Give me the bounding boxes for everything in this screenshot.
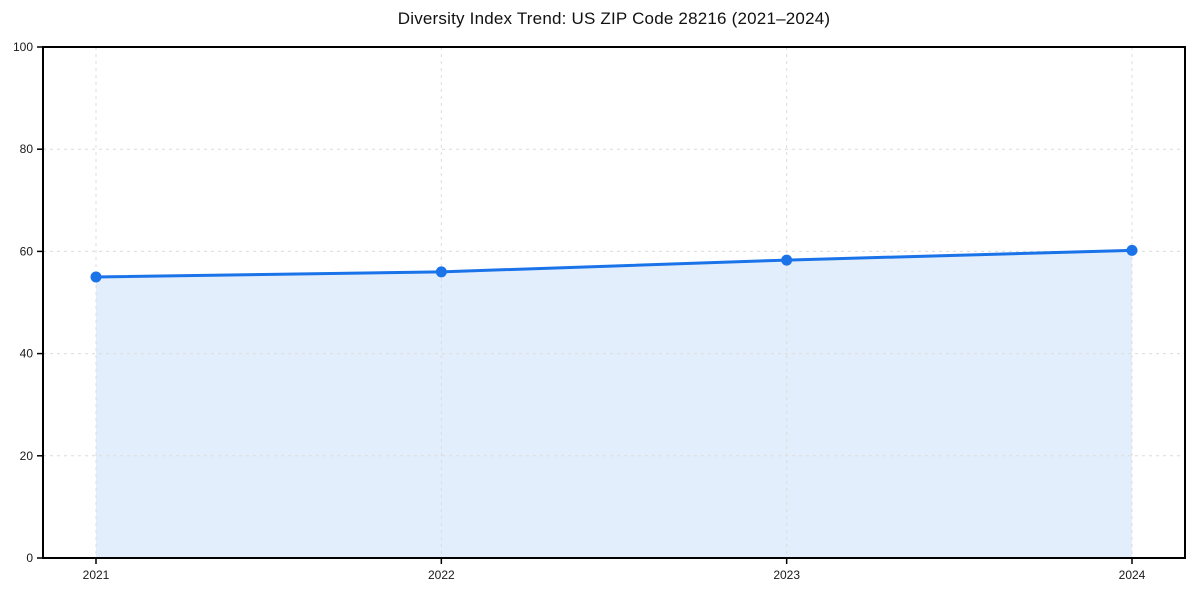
y-tick-label: 0 xyxy=(26,551,33,565)
x-tick-label: 2022 xyxy=(428,568,455,582)
y-tick-label: 20 xyxy=(20,449,34,463)
trend-line xyxy=(94,248,1134,279)
y-tick-label: 40 xyxy=(20,347,34,361)
data-point-marker xyxy=(1126,244,1138,256)
data-point-marker xyxy=(90,271,102,283)
x-tick-label: 2021 xyxy=(83,568,110,582)
y-tick-label: 60 xyxy=(20,244,34,258)
x-tick-label: 2023 xyxy=(773,568,800,582)
data-point-marker xyxy=(435,266,447,278)
plot-border xyxy=(42,46,1186,559)
area-fill xyxy=(96,250,1132,559)
data-point-marker xyxy=(781,254,793,266)
y-tick-label: 100 xyxy=(13,40,33,54)
x-tick-label: 2024 xyxy=(1119,568,1146,582)
y-tick-label: 80 xyxy=(20,142,34,156)
chart-title: Diversity Index Trend: US ZIP Code 28216… xyxy=(397,9,831,28)
